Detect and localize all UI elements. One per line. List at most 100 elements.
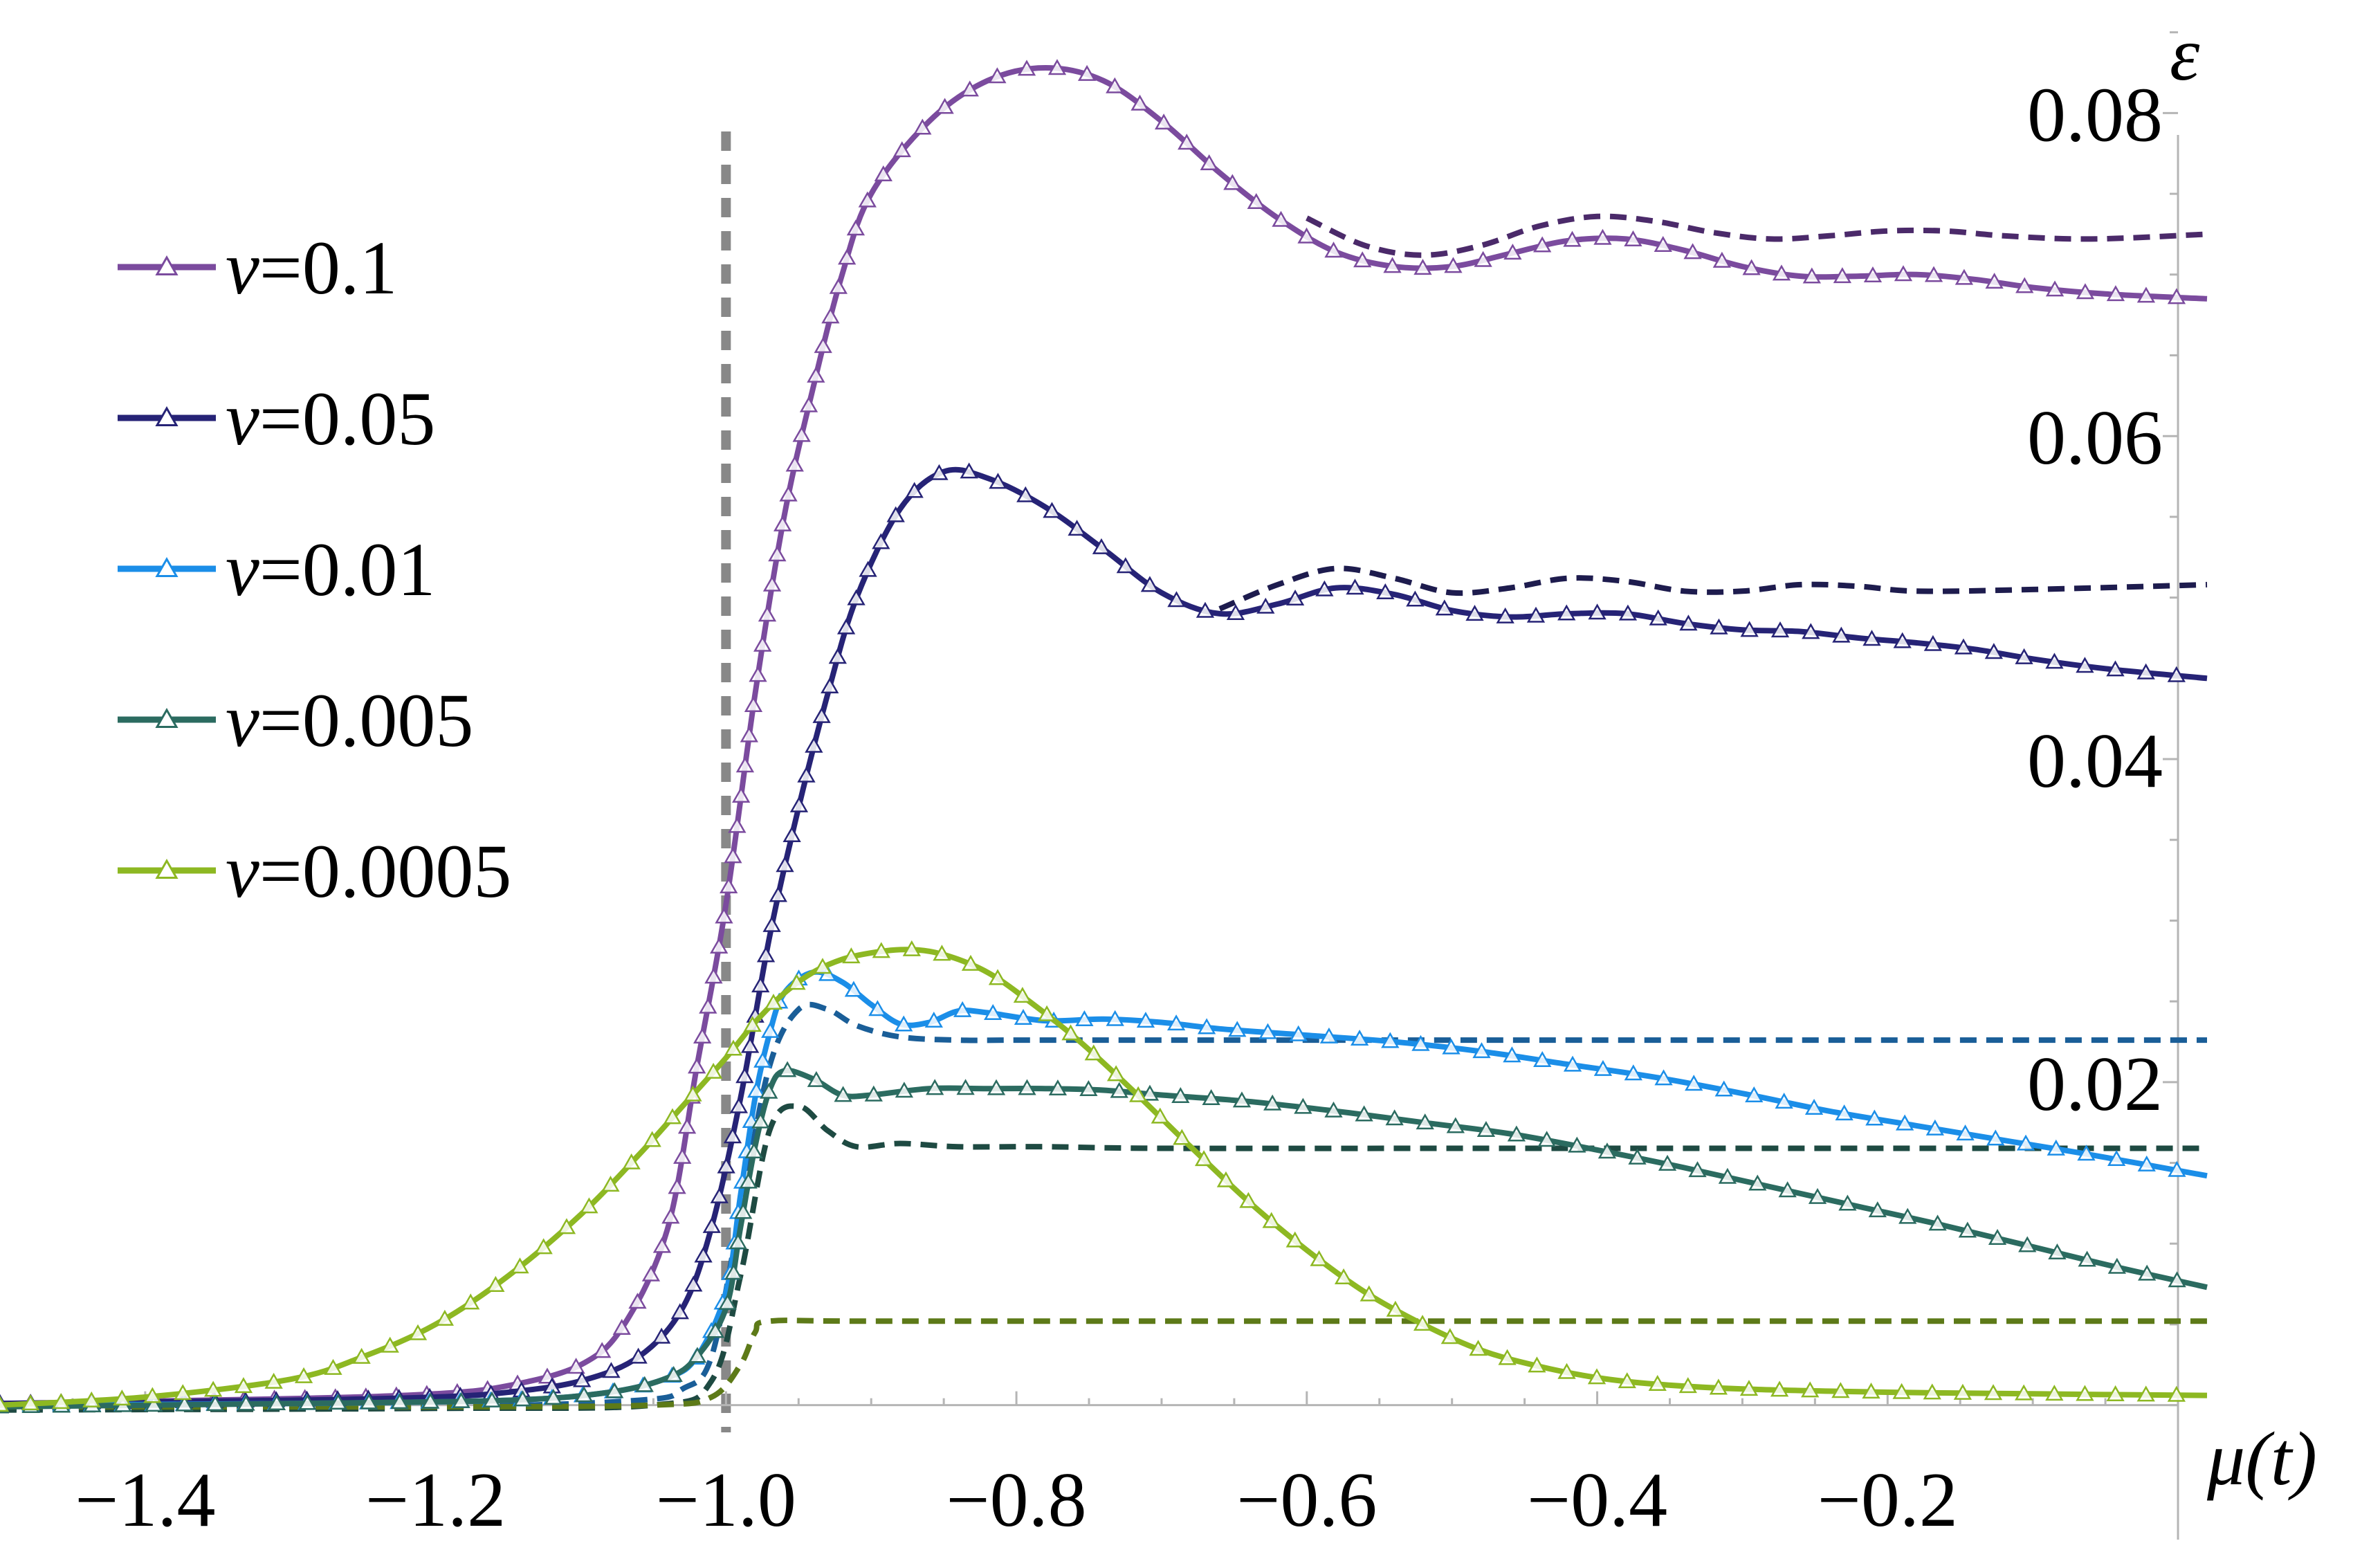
series-marker <box>580 1197 598 1214</box>
series-marker <box>874 165 892 182</box>
series-marker <box>1262 1212 1281 1228</box>
series-marker <box>858 191 877 208</box>
series-marker <box>1892 1383 1911 1399</box>
series-marker <box>1958 1221 1977 1238</box>
series-marker <box>1770 621 1790 638</box>
series-marker <box>740 726 758 742</box>
series-marker <box>1167 591 1186 608</box>
series-marker <box>1136 1012 1155 1028</box>
series-marker <box>1106 1010 1124 1026</box>
series-marker <box>1498 1349 1517 1365</box>
series-marker <box>1130 94 1149 111</box>
series-marker <box>298 1394 317 1410</box>
series-marker <box>1324 241 1343 258</box>
series-marker <box>2136 286 2156 303</box>
series-marker <box>1383 257 1402 273</box>
legend-label: v=0.005 <box>226 678 473 763</box>
series-marker <box>1537 1131 1556 1147</box>
series-marker <box>2106 1385 2125 1401</box>
series-marker <box>1285 1231 1304 1248</box>
series-marker <box>799 396 818 412</box>
series-marker <box>673 1147 692 1164</box>
series-marker <box>652 1327 671 1344</box>
series-marker <box>1444 257 1463 273</box>
series-marker <box>1988 1228 2007 1245</box>
x-tick-label: −0.8 <box>946 1457 1086 1543</box>
series-marker <box>174 1384 192 1401</box>
series-marker <box>1360 1285 1378 1302</box>
series-marker <box>203 1380 223 1397</box>
labels-layer: −1.4 −1.2 −1.0 −0.8 −0.6 −0.4 −0.2 0.02 0.04 0.06… <box>75 12 2317 1543</box>
series-marker <box>1533 236 1552 253</box>
series-marker <box>1593 1059 1613 1076</box>
series-marker <box>1092 538 1111 554</box>
series-marker <box>1413 1315 1432 1331</box>
series-marker <box>573 1371 592 1387</box>
series-marker <box>694 1246 713 1263</box>
series-marker <box>961 954 980 971</box>
series-marker <box>710 937 729 954</box>
legend-item-1: v=0.1 <box>118 226 397 310</box>
series-marker <box>1474 250 1492 267</box>
series-marker <box>756 946 776 963</box>
series-marker <box>668 1178 686 1194</box>
series-marker <box>1955 268 1974 285</box>
series-marker <box>807 366 825 383</box>
series-marker <box>1013 987 1032 1003</box>
series-marker <box>717 1157 735 1174</box>
series-marker <box>1526 606 1546 623</box>
series-marker <box>1315 580 1334 596</box>
series-marker <box>2137 1155 2156 1171</box>
series-marker <box>768 545 787 562</box>
series-marker <box>828 648 847 664</box>
series-marker <box>1476 1120 1496 1138</box>
series-marker <box>2015 277 2034 293</box>
series-marker <box>1778 1181 1797 1198</box>
series-marker <box>1171 1086 1190 1103</box>
series-marker <box>739 1172 758 1189</box>
series-marker <box>1263 1094 1282 1111</box>
x-tick-label: −1.2 <box>365 1457 506 1543</box>
series-marker <box>1173 1129 1191 1145</box>
legend-label: v=0.01 <box>226 527 435 612</box>
series-marker <box>1678 1377 1697 1394</box>
series-marker <box>1258 1023 1277 1039</box>
series-marker <box>1202 1089 1220 1106</box>
series-marker <box>684 1275 703 1292</box>
series-marker <box>1628 1148 1647 1165</box>
series-marker <box>960 80 979 97</box>
series-marker <box>628 1293 647 1309</box>
legend-marker <box>155 556 178 577</box>
series-marker <box>836 618 856 635</box>
series-marker <box>1862 1383 1880 1399</box>
series-marker <box>622 1153 641 1169</box>
series-marker <box>868 1000 887 1016</box>
series-marker <box>1954 638 1973 655</box>
series-marker <box>641 1265 661 1282</box>
series-marker <box>1355 1105 1373 1122</box>
series-marker <box>2047 1139 2065 1156</box>
series-marker <box>1334 1268 1353 1285</box>
series-marker <box>1446 1117 1465 1133</box>
series-marker <box>421 1392 440 1409</box>
series-marker <box>988 969 1007 985</box>
series-marker <box>1154 113 1173 130</box>
legend-item-5: v=0.0005 <box>118 829 511 913</box>
series-marker <box>724 847 742 864</box>
series-marker <box>1507 1125 1526 1142</box>
series-marker <box>1593 228 1612 245</box>
series-marker <box>593 1342 612 1358</box>
series-marker <box>847 589 866 605</box>
series-marker <box>787 974 806 990</box>
series-marker <box>567 1358 585 1374</box>
y-tick-label: 0.08 <box>2027 72 2163 158</box>
series-marker <box>956 1079 975 1095</box>
series-marker <box>821 307 840 324</box>
series-marker <box>1140 1084 1160 1101</box>
series-marker <box>693 1027 712 1044</box>
series-marker <box>1894 265 1913 282</box>
series-marker <box>987 1079 1006 1095</box>
series-marker <box>1528 1356 1546 1373</box>
series-marker <box>792 426 811 442</box>
series-marker <box>652 1237 672 1253</box>
